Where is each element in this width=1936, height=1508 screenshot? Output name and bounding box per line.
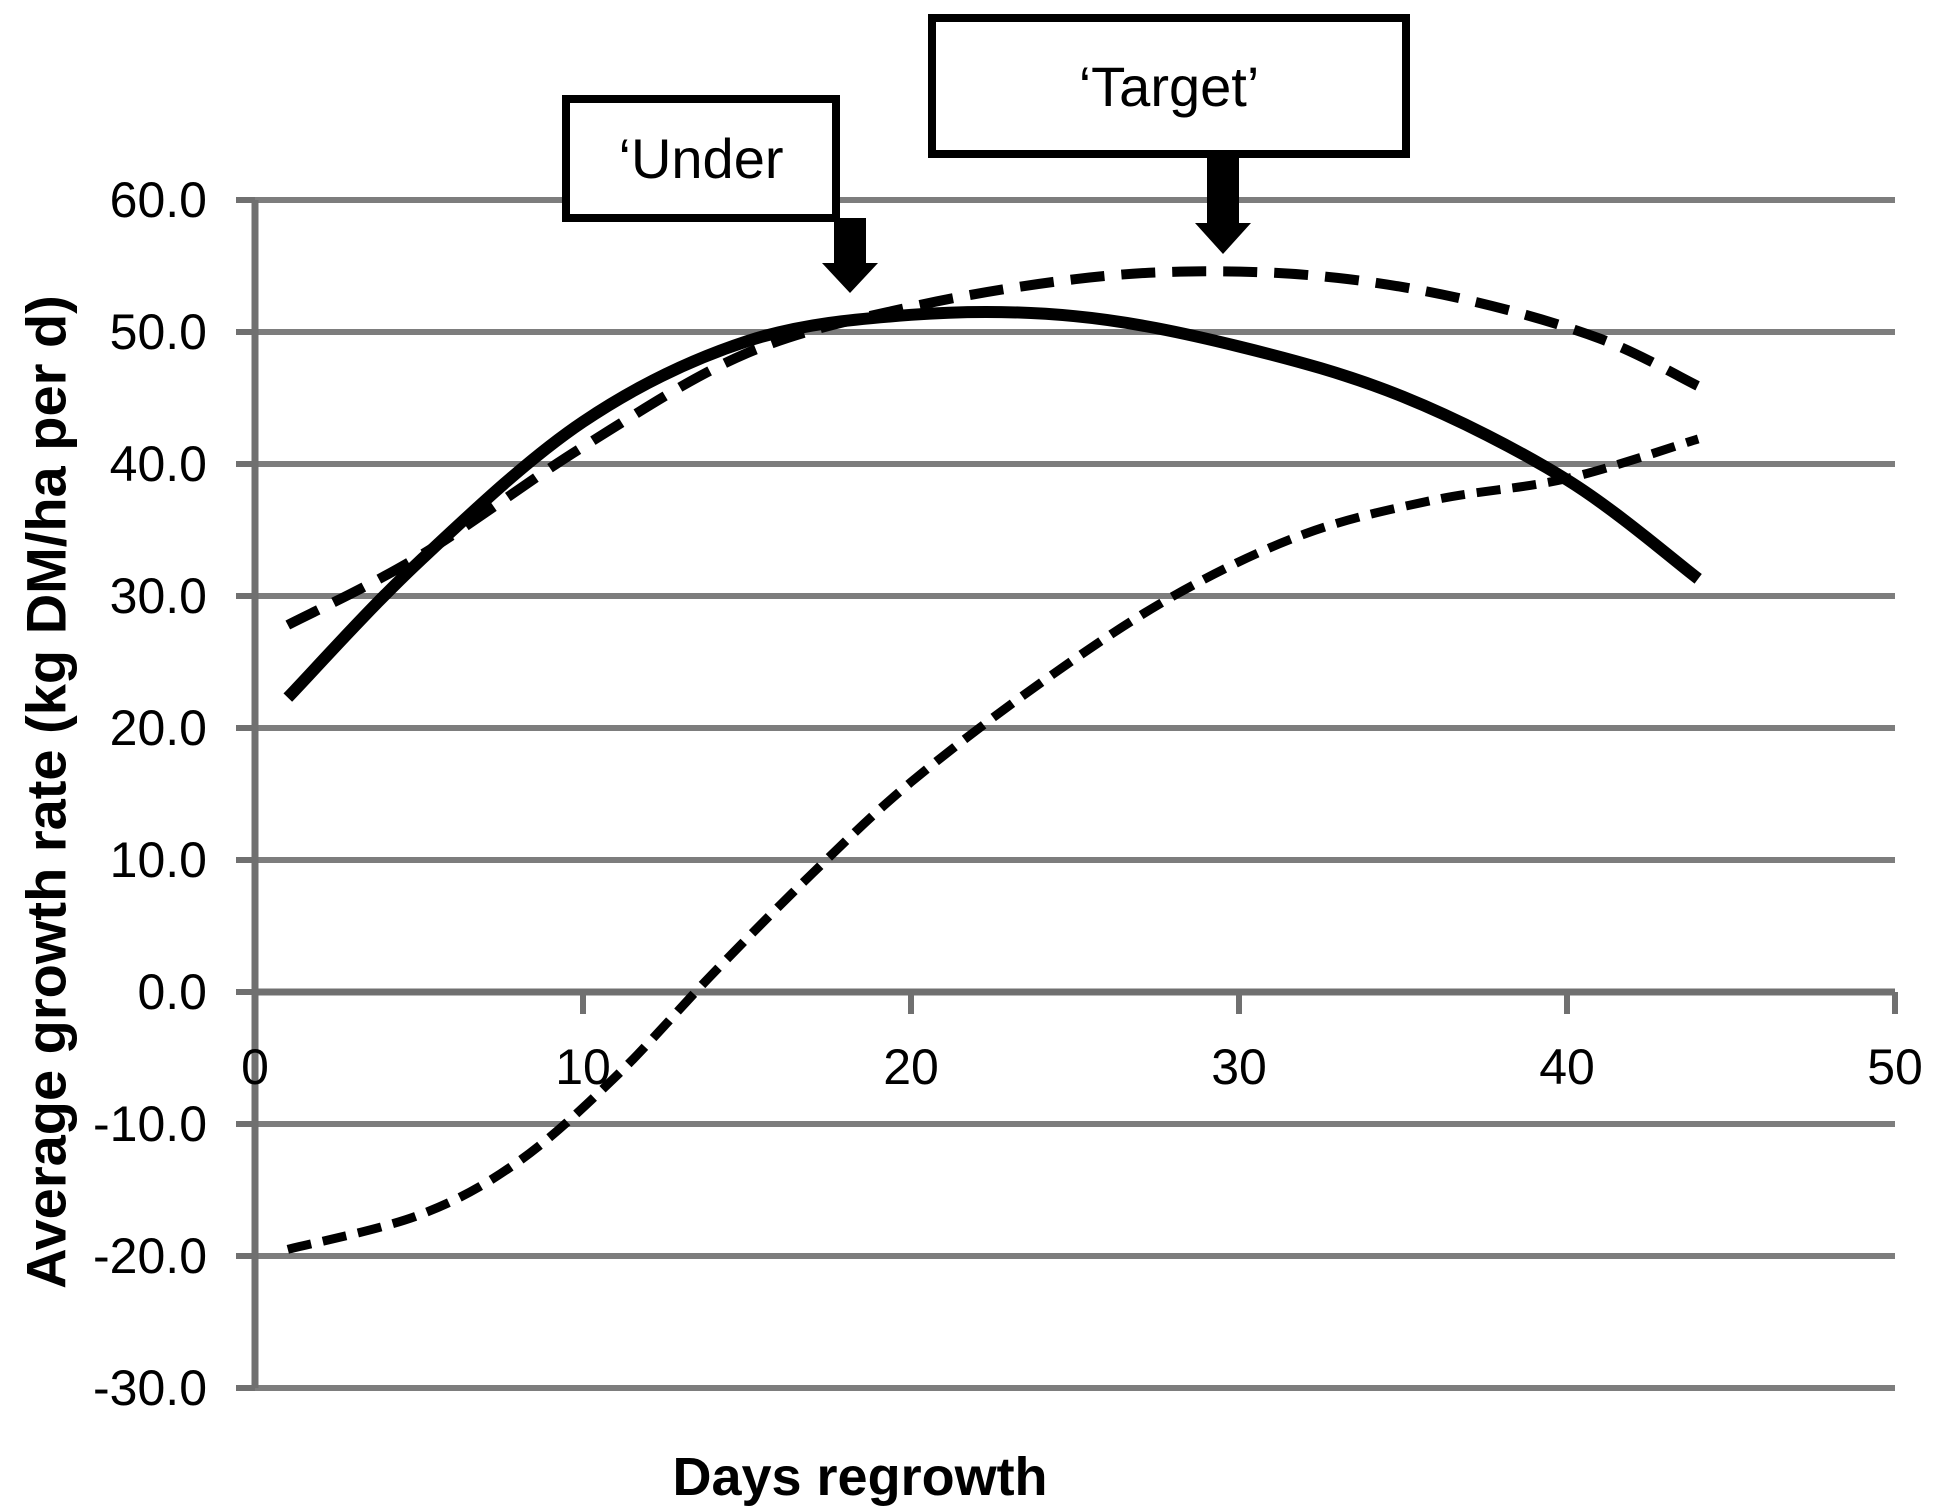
y-tick-label-30.0: 30.0 <box>109 568 207 624</box>
y-tick-label-10.0: 10.0 <box>109 832 207 888</box>
y-tick-label-20.0: 20.0 <box>109 700 207 756</box>
annotation-under-arrow-icon <box>822 218 878 293</box>
y-tick-label--10.0: -10.0 <box>93 1096 207 1152</box>
annotation-under-label: ‘Under <box>618 127 784 190</box>
x-tick-label-20: 20 <box>883 1039 939 1095</box>
annotation-under-box: ‘Under <box>562 95 840 222</box>
annotation-target-box: ‘Target’ <box>928 14 1410 158</box>
y-tick-label--30.0: -30.0 <box>93 1360 207 1416</box>
x-tick-label-50: 50 <box>1867 1039 1923 1095</box>
x-axis-title: Days regrowth <box>672 1447 1048 1507</box>
y-tick-label-60.0: 60.0 <box>109 172 207 228</box>
x-tick-label-30: 30 <box>1211 1039 1267 1095</box>
short-dash-curve-path <box>286 434 1700 1254</box>
y-tick-label--20.0: -20.0 <box>93 1228 207 1284</box>
solid-curve-path <box>283 305 1702 702</box>
y-tick-label-40.0: 40.0 <box>109 436 207 492</box>
y-tick-label-0.0: 0.0 <box>137 964 207 1020</box>
x-tick-label-10: 10 <box>555 1039 611 1095</box>
x-tick-label-40: 40 <box>1539 1039 1595 1095</box>
x-tick-label-0: 0 <box>241 1039 269 1095</box>
annotation-target-arrow-icon <box>1195 158 1251 254</box>
y-tick-label-50.0: 50.0 <box>109 304 207 360</box>
y-axis-title: Average growth rate (kg DM/ha per d) <box>14 295 78 1289</box>
long-dash-curve-path <box>285 266 1701 630</box>
annotation-target-label: ‘Target’ <box>1078 54 1260 118</box>
